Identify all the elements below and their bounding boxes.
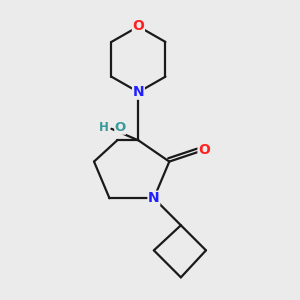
Text: N: N (148, 191, 160, 205)
Text: H: H (98, 122, 108, 134)
Text: O: O (115, 122, 126, 134)
Text: N: N (133, 85, 144, 99)
Text: O: O (133, 20, 144, 34)
Text: O: O (198, 143, 210, 157)
